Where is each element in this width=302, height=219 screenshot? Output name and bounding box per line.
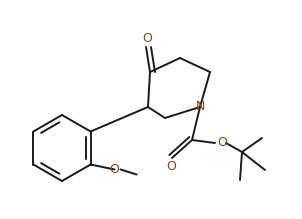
Text: O: O: [142, 32, 152, 44]
Text: O: O: [217, 136, 227, 148]
Text: O: O: [166, 161, 176, 173]
Text: N: N: [195, 101, 205, 113]
Text: O: O: [110, 163, 120, 176]
